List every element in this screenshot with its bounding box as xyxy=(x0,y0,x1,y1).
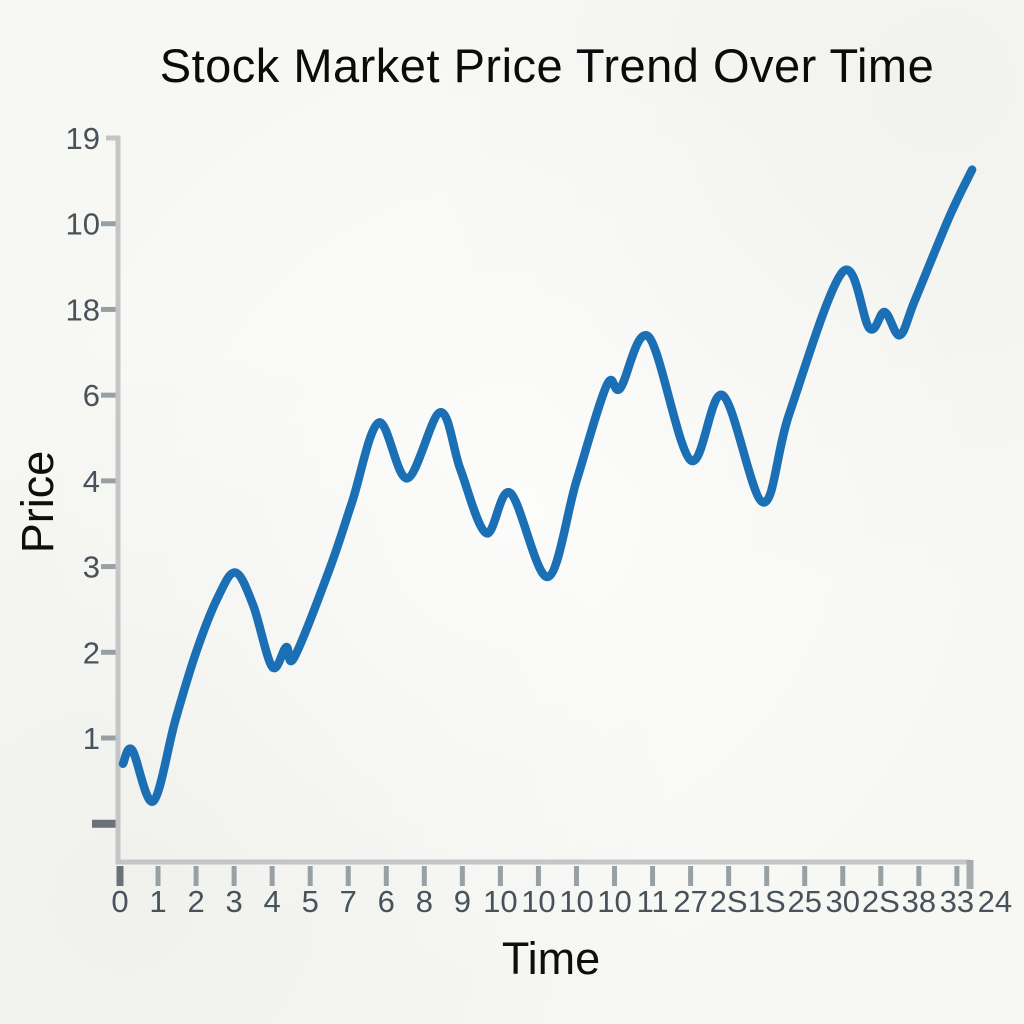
x-tick-label: 25 xyxy=(787,884,821,919)
x-tick-label: 24 xyxy=(978,884,1012,919)
x-axis-label: Time xyxy=(501,933,601,984)
x-tick-label: 33 xyxy=(940,884,974,919)
y-tick-label: 1 xyxy=(83,721,100,756)
x-tick-label: 2S xyxy=(710,884,748,919)
y-tick-label: 18 xyxy=(66,292,100,327)
x-tick-label: 38 xyxy=(902,884,936,919)
x-tick-label: 10 xyxy=(483,884,517,919)
x-tick-label: 9 xyxy=(454,884,471,919)
axis-spines xyxy=(106,135,970,865)
x-tick-label: 10 xyxy=(521,884,555,919)
price-line-series xyxy=(118,165,977,806)
x-tick-label: 0 xyxy=(111,884,128,919)
chart-title: Stock Market Price Trend Over Time xyxy=(159,39,935,92)
x-tick-label: 6 xyxy=(378,884,395,919)
y-tick-label: 4 xyxy=(83,464,100,499)
y-tick-label: 19 xyxy=(66,121,100,156)
y-tick-label: 6 xyxy=(83,378,100,413)
x-tick-label: 1 xyxy=(149,884,166,919)
x-tick-label: 11 xyxy=(636,884,668,919)
x-tick-label: 8 xyxy=(416,884,433,919)
x-tick-label: 27 xyxy=(673,884,707,919)
x-tick-label: 1S xyxy=(748,884,786,919)
x-tick-label: 2 xyxy=(187,884,204,919)
x-tick-label: 30 xyxy=(826,884,860,919)
x-tick-label: 10 xyxy=(597,884,631,919)
y-tick-label: 10 xyxy=(66,207,100,242)
x-tick-label: 5 xyxy=(302,884,319,919)
y-tick-label: 2 xyxy=(83,635,100,670)
x-tick-label: 2S xyxy=(862,884,900,919)
x-tick-label: 10 xyxy=(559,884,593,919)
x-tick-label: 3 xyxy=(225,884,242,919)
x-tick-label: 7 xyxy=(340,884,357,919)
y-tick-label: 3 xyxy=(83,550,100,585)
x-tick-label: 4 xyxy=(264,884,281,919)
